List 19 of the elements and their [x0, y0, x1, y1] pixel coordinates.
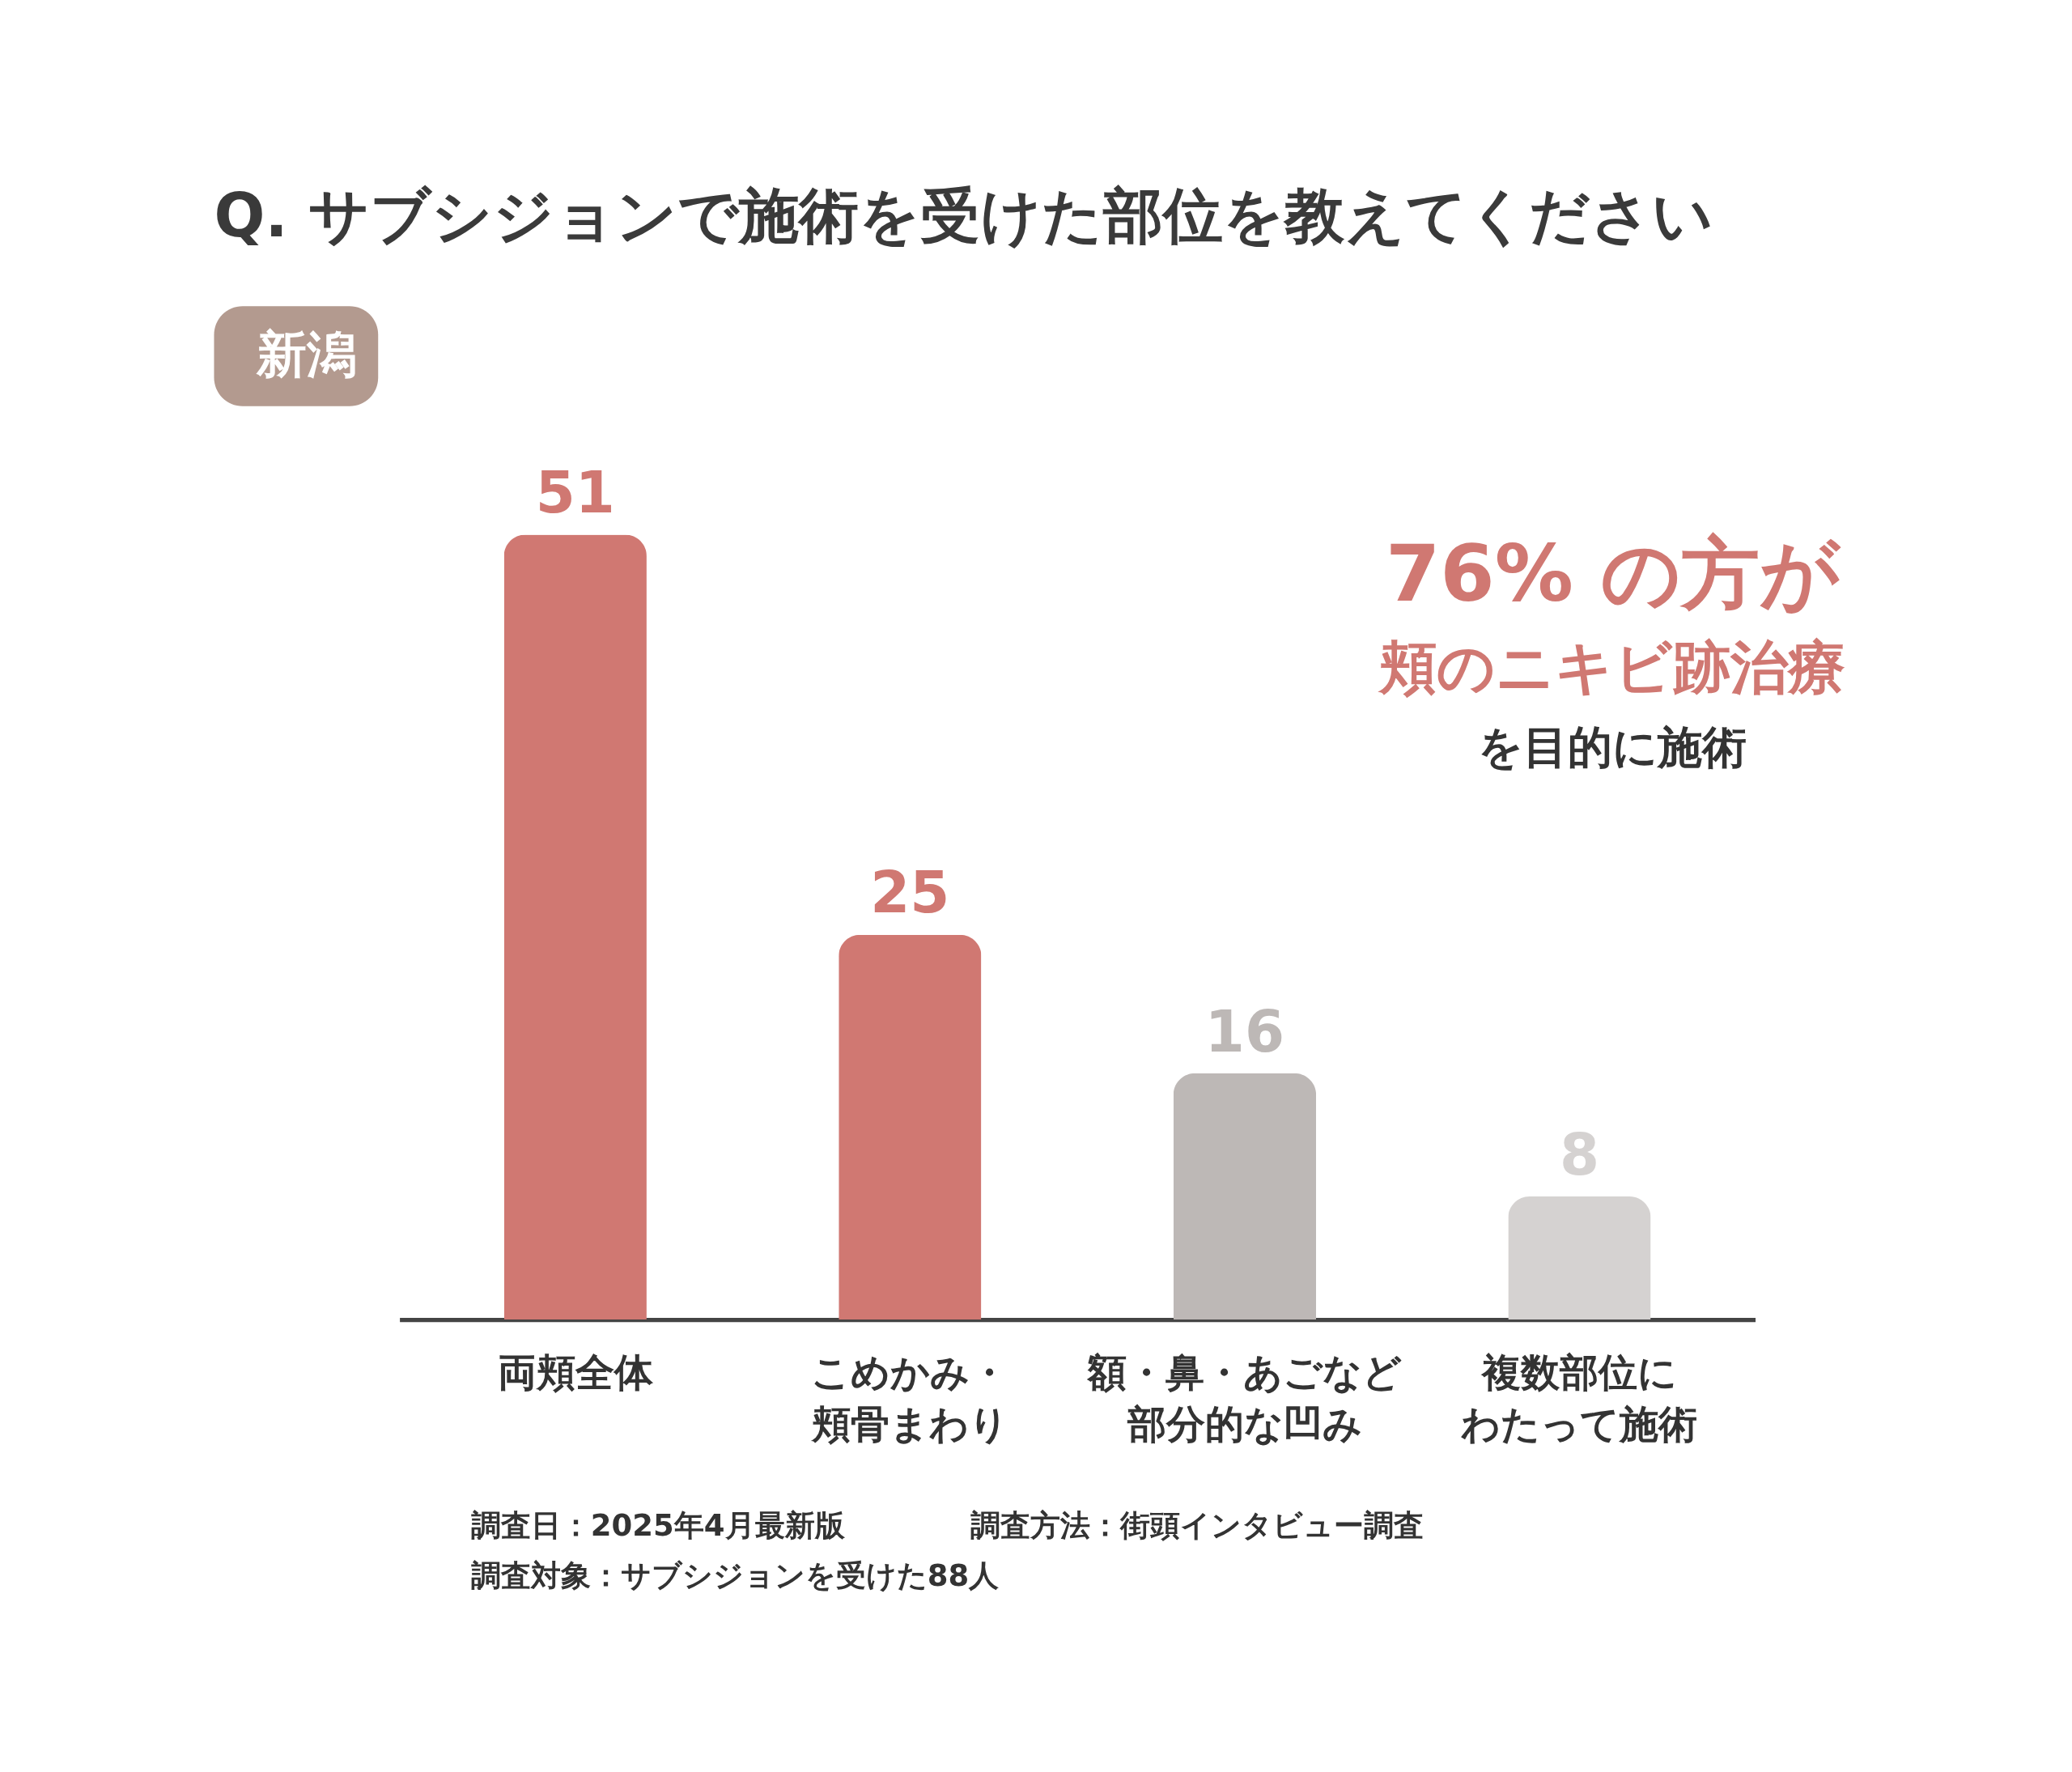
annotation: 76% の方が — [1385, 528, 1841, 620]
bar — [1508, 1196, 1651, 1320]
x-tick-label: 額・鼻・あごなど部分的な凹み — [1085, 1350, 1402, 1447]
annotation: を目的に施術 — [1478, 720, 1747, 773]
x-tick-label: 複数部位にわたって施術 — [1461, 1350, 1698, 1447]
bar — [503, 534, 647, 1320]
text: 調査日：2025年4月最新版 — [470, 1508, 846, 1544]
bar — [839, 934, 982, 1320]
x-tick-label: こめかみ・頬骨まわり — [809, 1350, 1009, 1447]
bar — [1173, 1073, 1317, 1320]
data-label: 51 — [535, 460, 615, 527]
text: 新潟 — [256, 325, 358, 384]
x-tick-label: 両頬全体 — [497, 1350, 654, 1396]
annotation: 頬のニキビ跡治療 — [1378, 635, 1846, 702]
text: 調査対象：サブシジョンを受けた88人 — [470, 1557, 1000, 1593]
data-label: 25 — [870, 860, 950, 927]
chart-title: Q. サブシジョンで施術を受けた部位を教えてください — [214, 180, 1714, 250]
text: 調査方法：街頭インタビュー調査 — [970, 1508, 1424, 1544]
data-label: 16 — [1204, 998, 1284, 1065]
